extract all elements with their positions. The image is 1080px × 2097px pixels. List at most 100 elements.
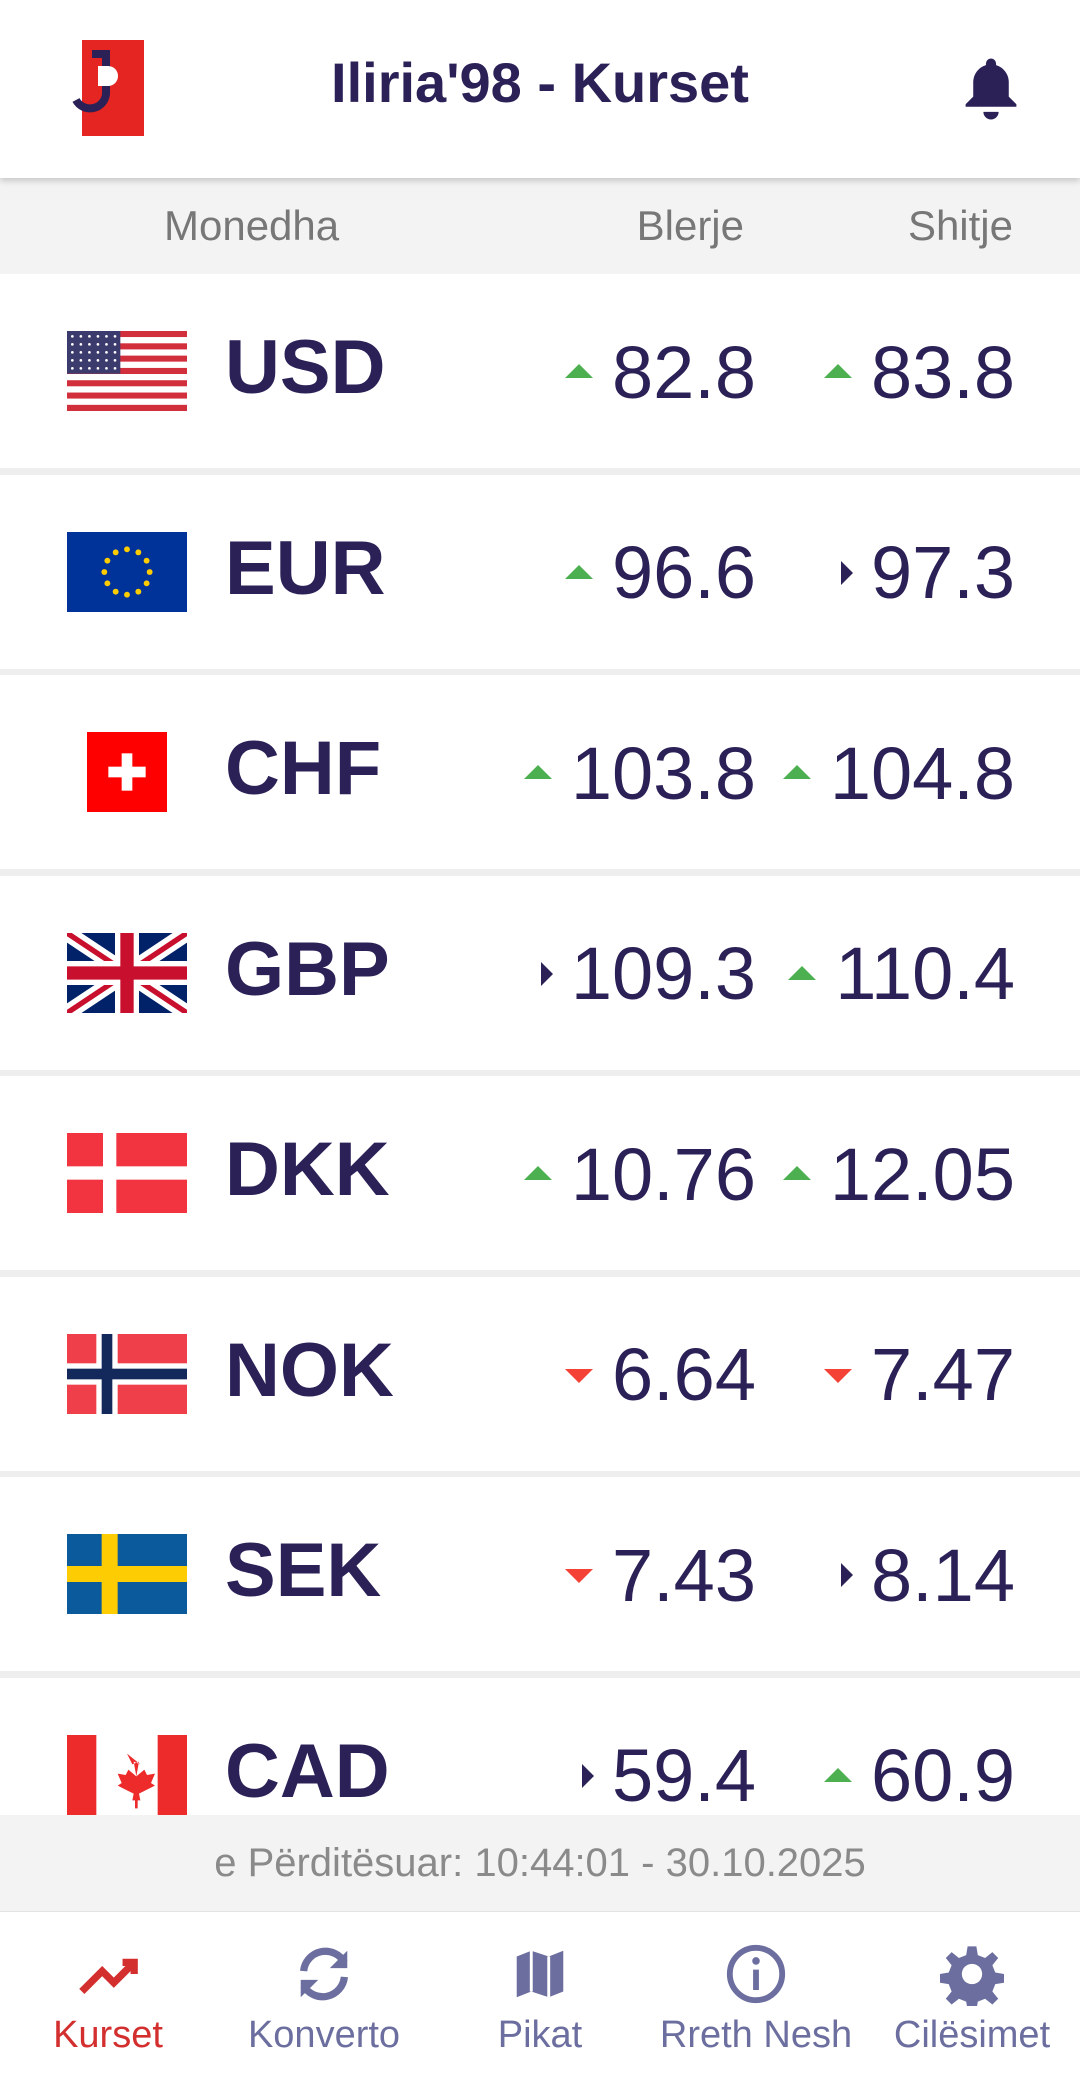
currency-code: SEK <box>225 1528 382 1613</box>
currency-code: CAD <box>225 1728 390 1814</box>
flag <box>62 925 192 1020</box>
buy-value: 7.43 <box>611 1533 756 1617</box>
rates-list: USD 82.8 83.8 EUR 96.6 97.3 CHF 103.8 104.8 GBP 10… <box>0 274 1080 1815</box>
nav-item[interactable]: Konverto <box>216 1912 432 2097</box>
buy-value: 6.64 <box>611 1333 756 1416</box>
flag-image <box>67 1333 187 1414</box>
currency-code: CHF <box>225 726 382 811</box>
rate-row[interactable]: CAD 59.4 60.9 <box>0 1677 1080 1816</box>
nav-item[interactable]: Cilësimet <box>864 1912 1080 2097</box>
flag-image <box>87 732 167 812</box>
app-title: Iliria'98 - Kurset <box>331 51 749 114</box>
sell-value: 104.8 <box>829 731 1015 815</box>
trend-icon <box>782 765 811 779</box>
buy-rate: 82.8 <box>500 322 756 422</box>
rate-row[interactable]: SEK 7.43 8.14 <box>0 1477 1080 1671</box>
buy-rate: 109.3 <box>500 924 756 1024</box>
nav-label: Rreth Nesh <box>659 2014 853 2056</box>
sell-rate: 97.3 <box>770 523 1015 623</box>
flag <box>67 1133 187 1217</box>
buy-rate: 103.8 <box>500 723 756 823</box>
buy-rate: 10.76 <box>500 1124 756 1224</box>
buy-value: 103.8 <box>570 731 756 815</box>
flag <box>67 1534 187 1618</box>
nav-item[interactable]: Kurset <box>0 1912 216 2097</box>
trend-icon <box>564 564 593 579</box>
buy-rate: 6.64 <box>500 1325 756 1425</box>
trend-icon <box>840 560 853 585</box>
nav-icon <box>79 1958 138 1995</box>
sell-rate: 83.8 <box>770 322 1015 422</box>
column-header: Shitje <box>907 202 1013 249</box>
currency-code: EUR <box>225 525 386 611</box>
nav-label: Kurset <box>53 2014 163 2056</box>
bottom-nav: Kurset Konverto Pikat Rreth Nesh Cilësimet <box>0 1911 1080 2096</box>
buy-value: 96.6 <box>611 531 756 614</box>
flag-image <box>62 925 192 1020</box>
sell-value: 60.9 <box>870 1734 1015 1815</box>
buy-value: 10.76 <box>570 1132 756 1216</box>
nav-icon <box>516 1950 564 1998</box>
trend-icon <box>782 1166 811 1180</box>
currency-code: NOK <box>225 1327 394 1413</box>
notifications-icon[interactable] <box>960 56 1022 122</box>
nav-item[interactable]: Rreth Nesh <box>648 1912 864 2097</box>
flag-image <box>67 1734 187 1815</box>
buy-value: 59.4 <box>611 1734 756 1815</box>
buy-value: 82.8 <box>611 330 756 414</box>
rate-row[interactable]: EUR 96.6 97.3 <box>0 474 1080 669</box>
nav-label: Cilësimet <box>893 2014 1051 2056</box>
flag <box>67 1333 187 1418</box>
buy-rate: 59.4 <box>500 1726 756 1815</box>
flag-image <box>67 531 187 612</box>
trend-icon <box>823 1368 852 1383</box>
nav-icon <box>726 1944 786 2004</box>
trend-icon <box>840 1563 853 1587</box>
flag <box>67 531 187 616</box>
sell-rate: 12.05 <box>770 1124 1015 1224</box>
currency-code: DKK <box>225 1127 390 1212</box>
trend-icon <box>564 1569 593 1583</box>
rate-row[interactable]: USD 82.8 83.8 <box>0 274 1080 468</box>
trend-icon <box>823 364 852 378</box>
sell-value: 97.3 <box>870 531 1015 614</box>
flag <box>67 1734 187 1816</box>
sell-rate: 8.14 <box>770 1525 1015 1625</box>
rate-row[interactable]: GBP 109.3 110.4 <box>0 875 1080 1070</box>
sell-value: 12.05 <box>829 1132 1015 1216</box>
sell-value: 110.4 <box>835 932 1015 1015</box>
logo[interactable] <box>58 40 148 138</box>
buy-value: 109.3 <box>570 932 756 1015</box>
rate-row[interactable]: CHF 103.8 104.8 <box>0 675 1080 869</box>
nav-label: Pikat <box>497 2014 583 2056</box>
column-header: Monedha <box>164 202 340 249</box>
flag-image <box>67 331 187 411</box>
rate-row[interactable]: DKK 10.76 12.05 <box>0 1076 1080 1270</box>
sell-value: 7.47 <box>870 1333 1015 1416</box>
flag <box>67 732 187 816</box>
nav-icon <box>300 1947 348 2001</box>
trend-icon <box>564 1368 593 1383</box>
nav-label: Konverto <box>247 2014 401 2056</box>
trend-icon <box>540 961 553 986</box>
sell-rate: 60.9 <box>770 1726 1015 1815</box>
sell-rate: 110.4 <box>770 924 1015 1024</box>
trend-icon <box>523 765 552 779</box>
nav-item[interactable]: Pikat <box>432 1912 648 2097</box>
trend-icon <box>564 364 593 378</box>
sell-rate: 104.8 <box>770 723 1015 823</box>
trend-icon <box>581 1763 594 1788</box>
trend-icon <box>523 1166 552 1180</box>
flag-image <box>67 1534 187 1614</box>
column-header: Blerje <box>636 202 744 249</box>
trend-icon <box>788 965 817 980</box>
rate-row[interactable]: NOK 6.64 7.47 <box>0 1276 1080 1471</box>
nav-icon <box>940 1946 1004 2006</box>
app-bar: Iliria'98 - Kurset <box>0 0 1080 178</box>
update-time: e Përditësuar: 10:44:01 - 30.10.2025 <box>0 1815 1080 1911</box>
trend-icon <box>823 1767 852 1782</box>
currency-code: USD <box>225 325 386 410</box>
flag-image <box>67 1133 187 1213</box>
column-headers: Monedha Blerje Shitje <box>0 178 1080 274</box>
